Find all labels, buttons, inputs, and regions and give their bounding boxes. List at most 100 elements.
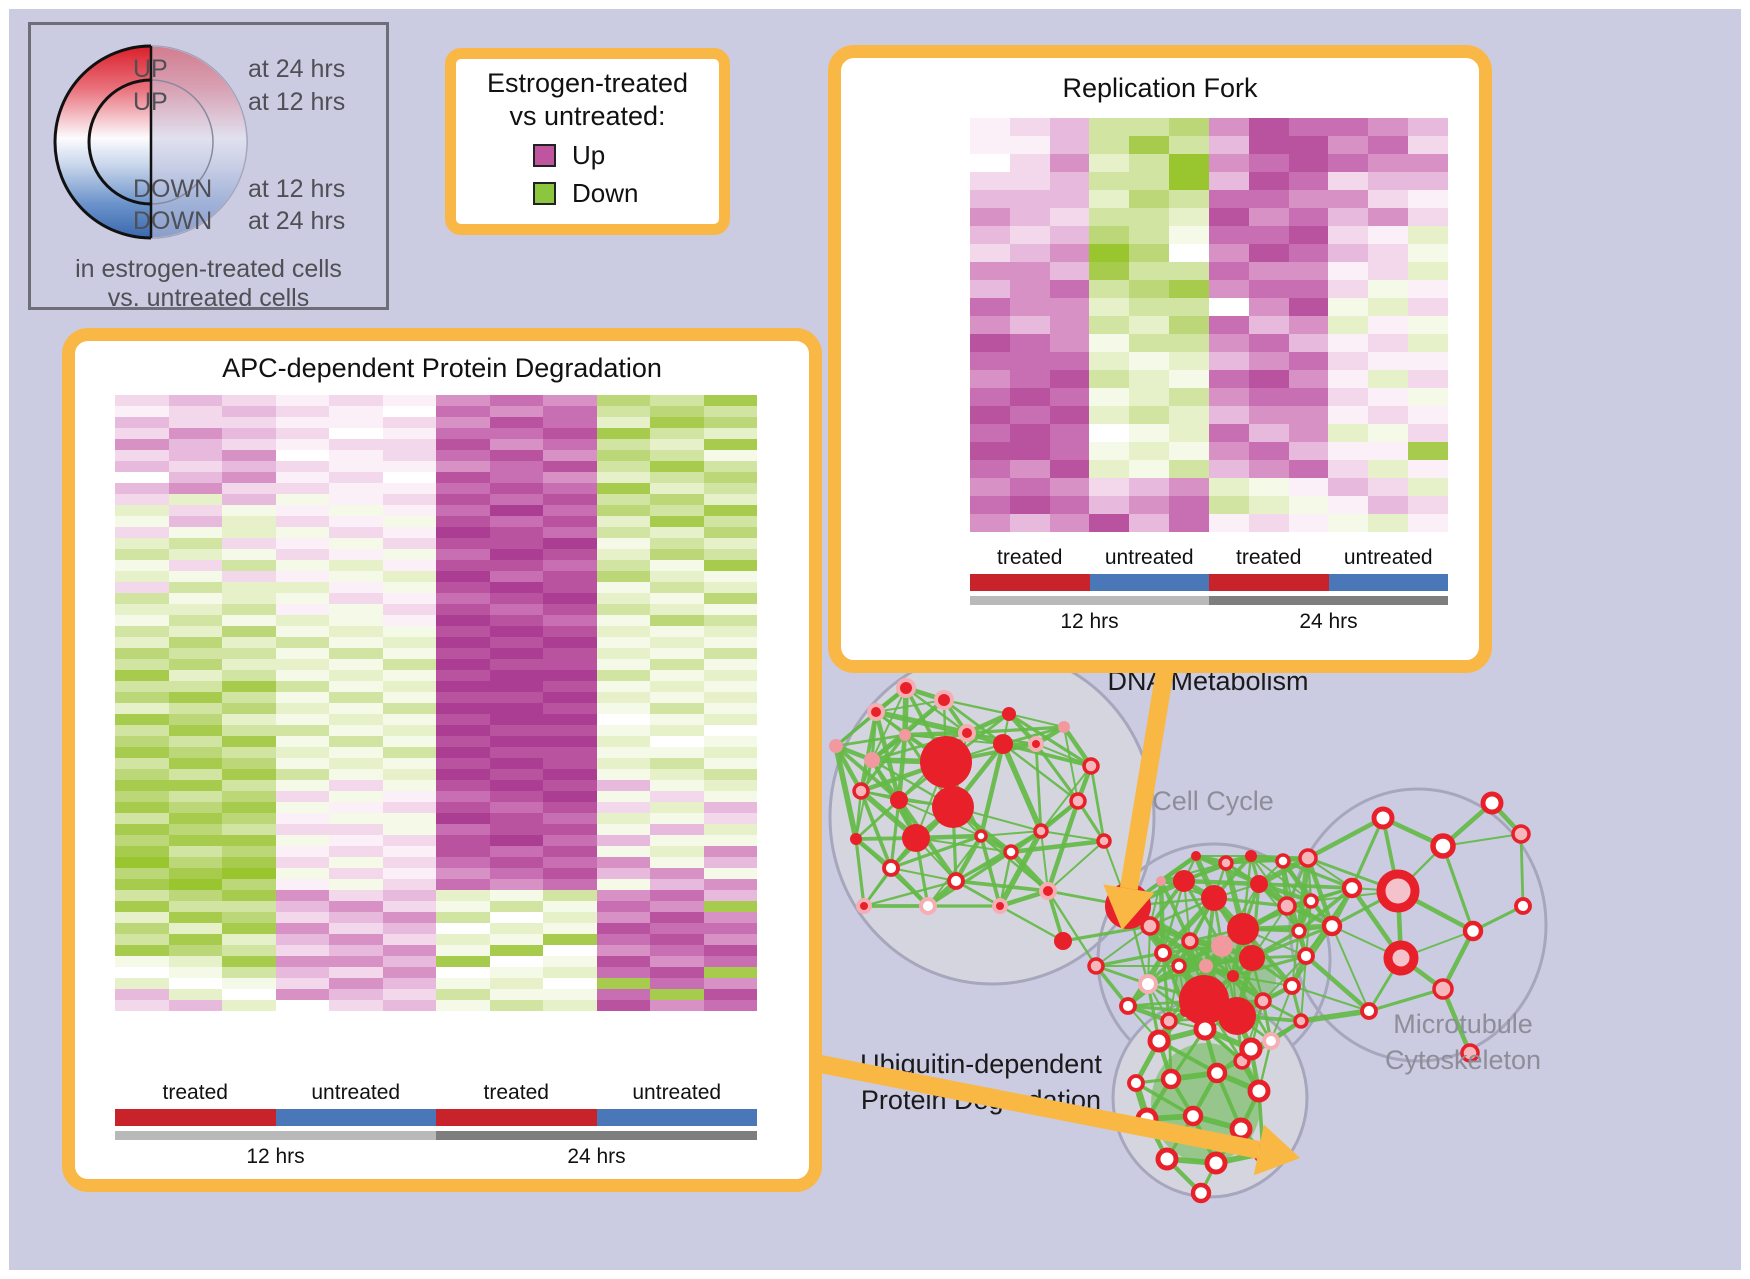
heatmap-cell [115, 428, 169, 439]
network-edge [1440, 929, 1476, 991]
heatmap-cell [436, 901, 490, 912]
heatmap-cell [489, 626, 543, 637]
heatmap-cell [1129, 118, 1170, 136]
direction-label: DOWN [133, 207, 213, 235]
network-edge [1010, 838, 1105, 855]
heatmap-cell [650, 494, 704, 505]
heatmap-cell [1169, 298, 1209, 316]
heatmap-cell [382, 439, 436, 450]
heatmap-cell [489, 901, 543, 912]
heatmap-cell [168, 989, 222, 1000]
heatmap-cell [650, 912, 704, 923]
heatmap-cell [703, 857, 757, 868]
network-node [1155, 1147, 1179, 1171]
heatmap-cell [970, 244, 1010, 262]
heatmap-cell [275, 406, 329, 417]
heatmap-cell [329, 879, 383, 890]
heatmap-cell [1129, 190, 1170, 208]
heatmap-cell [489, 483, 543, 494]
estrogen-color-legend: Estrogen-treated vs untreated: Up Down [445, 48, 730, 235]
heatmap-cell [115, 406, 169, 417]
heatmap-cell [436, 802, 490, 813]
heatmap-cell [222, 934, 276, 945]
heatmap-cell [1089, 262, 1130, 280]
heatmap-cell [1248, 244, 1289, 262]
network-node [899, 729, 911, 741]
heatmap-cell [489, 813, 543, 824]
heatmap-cell [1049, 478, 1090, 496]
heatmap-cell [596, 670, 650, 681]
heatmap-cell [489, 648, 543, 659]
heatmap-cell [436, 560, 490, 571]
network-edge [1034, 743, 1043, 832]
heatmap-cell [1049, 118, 1090, 136]
heatmap-cell [596, 615, 650, 626]
heatmap-cell [1408, 334, 1448, 352]
heatmap-cell [1089, 514, 1130, 532]
heatmap-cell [222, 835, 276, 846]
heatmap-cell [650, 527, 704, 538]
heatmap-cell [168, 780, 222, 791]
network-node [1119, 997, 1137, 1015]
heatmap-cell [436, 747, 490, 758]
heatmap-cell [329, 912, 383, 923]
heatmap-cell [115, 439, 169, 450]
heatmap-cell [1169, 280, 1209, 298]
heatmap-cell [168, 824, 222, 835]
network-edge [855, 798, 900, 841]
network-node [1227, 913, 1259, 945]
heatmap-cell [222, 670, 276, 681]
heatmap-cell [489, 670, 543, 681]
heatmap-cell [436, 879, 490, 890]
heatmap-cell [436, 571, 490, 582]
heatmap-cell [275, 956, 329, 967]
heatmap-cell [115, 659, 169, 670]
heatmap-cell [1248, 118, 1289, 136]
heatmap-cell [168, 428, 222, 439]
heatmap-cell [329, 428, 383, 439]
heatmap-cell [1368, 280, 1409, 298]
heatmap-cell [1009, 514, 1050, 532]
heatmap-cell [703, 802, 757, 813]
heatmap-cell [650, 670, 704, 681]
heatmap-cell [1368, 298, 1409, 316]
network-node [1321, 915, 1343, 937]
heatmap-cell [115, 604, 169, 615]
heatmap-cell [275, 989, 329, 1000]
heatmap-cell [1129, 370, 1170, 388]
heatmap-cell [650, 681, 704, 692]
heatmap-cell [1328, 280, 1369, 298]
heatmap-cell [115, 978, 169, 989]
network-edge [1089, 765, 1106, 842]
heatmap-cell [168, 516, 222, 527]
heatmap-cell [703, 835, 757, 846]
heatmap-cell [1129, 316, 1170, 334]
heatmap-cell [329, 967, 383, 978]
heatmap-cell [543, 637, 597, 648]
network-edge [943, 698, 1010, 716]
heatmap-cell [596, 725, 650, 736]
cluster-microtubule-cytoskeleton [1288, 787, 1548, 1063]
heatmap-cell [329, 571, 383, 582]
heatmap-cell [1408, 406, 1448, 424]
heatmap-cell [436, 483, 490, 494]
heatmap-cell [596, 791, 650, 802]
heatmap-cell [382, 483, 436, 494]
heatmap-cell [1408, 352, 1448, 370]
heatmap-cell [1009, 442, 1050, 460]
heatmap-cell [275, 824, 329, 835]
heatmap-cell [1089, 190, 1130, 208]
heatmap-cell [329, 703, 383, 714]
heatmap-cell [489, 824, 543, 835]
heatmap-cell [115, 450, 169, 461]
heatmap-cell [970, 352, 1010, 370]
heatmap-cell [650, 395, 704, 406]
heatmap-cell [703, 967, 757, 978]
heatmap-cell [222, 912, 276, 923]
heatmap-cell [1009, 406, 1050, 424]
heatmap-cell [1208, 388, 1249, 406]
heatmap-cell [329, 978, 383, 989]
heatmap-cell [436, 934, 490, 945]
heatmap-cell [275, 846, 329, 857]
